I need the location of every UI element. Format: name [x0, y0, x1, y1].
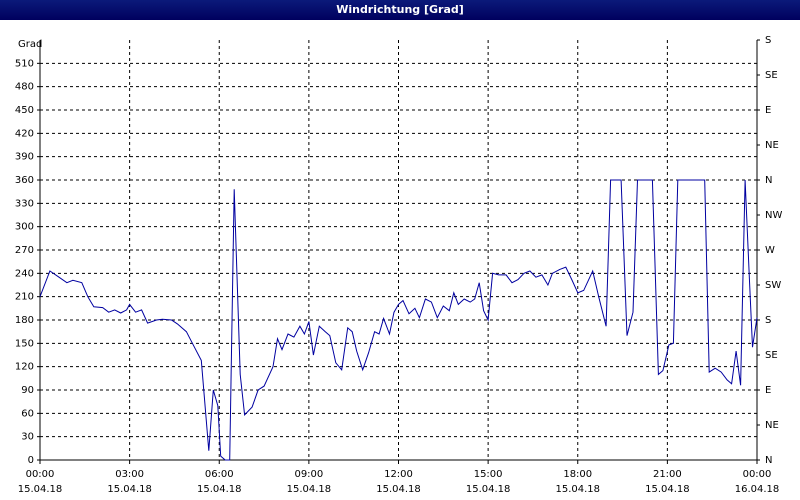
x-tick-date: 15.04.18 — [376, 484, 421, 495]
y-tick-label: 300 — [15, 222, 34, 233]
y-tick-label: 360 — [15, 175, 34, 186]
y2-tick-label: S — [765, 35, 771, 46]
y2-tick-label: N — [765, 455, 772, 466]
y-tick-label: 420 — [15, 128, 34, 139]
x-tick-label: 09:00 — [294, 469, 323, 480]
y-tick-label: 150 — [15, 338, 34, 349]
x-tick-date: 15.04.18 — [555, 484, 600, 495]
y2-tick-label: SE — [765, 70, 778, 81]
y2-tick-label: SE — [765, 350, 778, 361]
x-tick-label: 06:00 — [205, 469, 234, 480]
y2-tick-label: NE — [765, 420, 779, 431]
x-tick-date: 15.04.18 — [466, 484, 511, 495]
y-tick-label: 210 — [15, 292, 34, 303]
x-tick-label: 00:00 — [743, 469, 772, 480]
y-tick-label: 240 — [15, 268, 34, 279]
x-tick-date: 15.04.18 — [197, 484, 242, 495]
x-tick-date: 15.04.18 — [107, 484, 152, 495]
y-tick-label: 90 — [21, 385, 34, 396]
y2-tick-label: E — [765, 105, 771, 116]
y2-tick-label: E — [765, 385, 771, 396]
y-tick-label: 510 — [15, 58, 34, 69]
x-tick-label: 03:00 — [115, 469, 144, 480]
y-tick-label: 450 — [15, 105, 34, 116]
x-tick-date: 15.04.18 — [645, 484, 690, 495]
y2-tick-label: SW — [765, 280, 781, 291]
y-tick-label: 480 — [15, 82, 34, 93]
y2-tick-label: W — [765, 245, 775, 256]
chart-title: Windrichtung [Grad] — [0, 0, 800, 20]
x-tick-date: 15.04.18 — [287, 484, 332, 495]
x-tick-date: 16.04.18 — [735, 484, 780, 495]
y-tick-label: 60 — [21, 408, 34, 419]
x-tick-label: 21:00 — [653, 469, 682, 480]
x-tick-label: 18:00 — [563, 469, 592, 480]
y-tick-label: 0 — [28, 455, 34, 466]
y2-tick-label: S — [765, 315, 771, 326]
y-tick-label: 330 — [15, 198, 34, 209]
y-tick-label: 180 — [15, 315, 34, 326]
x-tick-label: 00:00 — [26, 469, 55, 480]
x-tick-label: 12:00 — [384, 469, 413, 480]
data-line — [39, 179, 758, 461]
x-tick-date: 15.04.18 — [18, 484, 63, 495]
y-tick-label: 270 — [15, 245, 34, 256]
y2-tick-label: N — [765, 175, 772, 186]
y-axis-label: Grad — [18, 39, 42, 50]
y-tick-label: 390 — [15, 152, 34, 163]
y2-tick-label: NE — [765, 140, 779, 151]
chart: Grad 0 30 60 90 120 150 180 210 240 270 300 330 360 3… — [15, 35, 783, 495]
y-tick-label: 120 — [15, 362, 34, 373]
y-tick-label: 30 — [21, 432, 34, 443]
x-tick-label: 15:00 — [474, 469, 503, 480]
y2-tick-label: NW — [765, 210, 782, 221]
